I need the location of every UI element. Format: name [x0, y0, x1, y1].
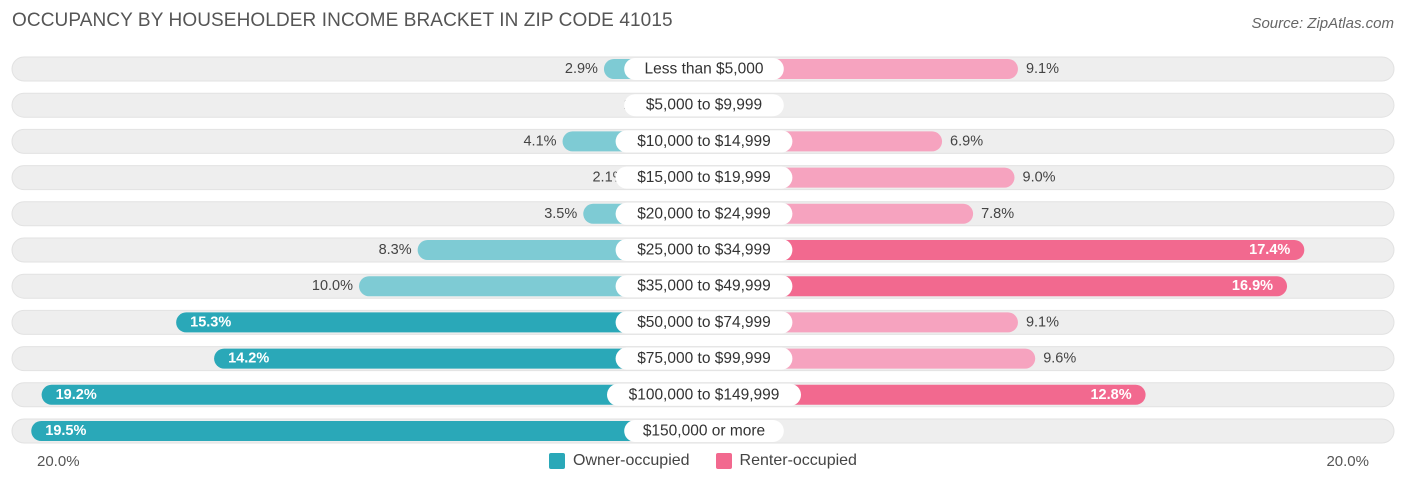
category-label-pill — [607, 383, 801, 406]
legend-renter-swatch — [715, 453, 732, 469]
axis-right-label: 20.0% — [1326, 453, 1369, 470]
owner-bar — [41, 384, 705, 405]
legend-owner-swatch — [549, 453, 566, 469]
legend-renter[interactable]: Renter-occupied — [715, 452, 857, 470]
renter-value-label: 16.9% — [1232, 278, 1273, 294]
source-label: Source: ZipAtlas.com — [1251, 15, 1394, 32]
category-label-pill — [615, 239, 793, 261]
renter-value-label: 7.8% — [981, 206, 1014, 222]
category-label-pill — [624, 94, 784, 117]
renter-value-label: 17.4% — [1249, 242, 1290, 258]
owner-bar — [31, 421, 704, 441]
category-label: $25,000 to $34,999 — [637, 242, 771, 259]
category-label-pill — [615, 130, 793, 153]
owner-value-label: 19.5% — [45, 423, 86, 439]
renter-bar — [704, 276, 1288, 297]
category-label-pill — [615, 311, 793, 334]
renter-bar — [704, 384, 1146, 405]
category-label: $10,000 to $14,999 — [637, 133, 771, 150]
renter-value-label: 9.0% — [1023, 170, 1056, 186]
category-label-pill — [615, 275, 793, 298]
legend-owner[interactable]: Owner-occupied — [549, 452, 690, 470]
owner-value-label: 15.3% — [190, 314, 231, 330]
renter-value-label: 9.1% — [1026, 314, 1059, 330]
category-label: Less than $5,000 — [645, 61, 764, 78]
category-label: $50,000 to $74,999 — [637, 314, 771, 331]
renter-bar — [704, 240, 1305, 260]
legend-owner-label: Owner-occupied — [573, 452, 690, 469]
category-label-pill — [615, 202, 793, 225]
owner-value-label: 2.9% — [565, 61, 598, 77]
chart: 2.9%9.1%Less than $5,0001.2%0.89%$5,000 … — [11, 56, 1395, 444]
owner-value-label: 3.5% — [544, 206, 577, 222]
category-label: $35,000 to $49,999 — [637, 278, 771, 295]
owner-value-label: 10.0% — [312, 278, 353, 294]
axis-left-label: 20.0% — [37, 453, 80, 470]
owner-value-label: 8.3% — [379, 242, 412, 258]
category-label: $100,000 to $149,999 — [629, 386, 780, 403]
legend: Owner-occupied Renter-occupied — [0, 452, 1406, 470]
category-label-pill — [615, 347, 793, 370]
category-label-pill — [624, 58, 784, 80]
category-label-pill — [624, 420, 784, 442]
chart-title: OCCUPANCY BY HOUSEHOLDER INCOME BRACKET … — [12, 10, 673, 31]
category-label: $15,000 to $19,999 — [637, 169, 771, 186]
owner-bar — [176, 312, 704, 333]
owner-bar — [214, 348, 704, 369]
category-label: $5,000 to $9,999 — [646, 97, 762, 114]
renter-value-label: 9.1% — [1026, 61, 1059, 77]
category-label: $150,000 or more — [643, 423, 765, 440]
renter-value-label: 9.6% — [1043, 351, 1076, 367]
legend-renter-label: Renter-occupied — [739, 452, 857, 469]
renter-value-label: 6.9% — [950, 133, 983, 149]
owner-value-label: 19.2% — [56, 387, 97, 403]
category-label: $20,000 to $24,999 — [637, 205, 771, 222]
category-label: $75,000 to $99,999 — [637, 350, 771, 367]
category-label-pill — [615, 166, 793, 189]
renter-value-label: 12.8% — [1090, 387, 1131, 403]
owner-value-label: 4.1% — [523, 133, 556, 149]
owner-value-label: 14.2% — [228, 351, 269, 367]
